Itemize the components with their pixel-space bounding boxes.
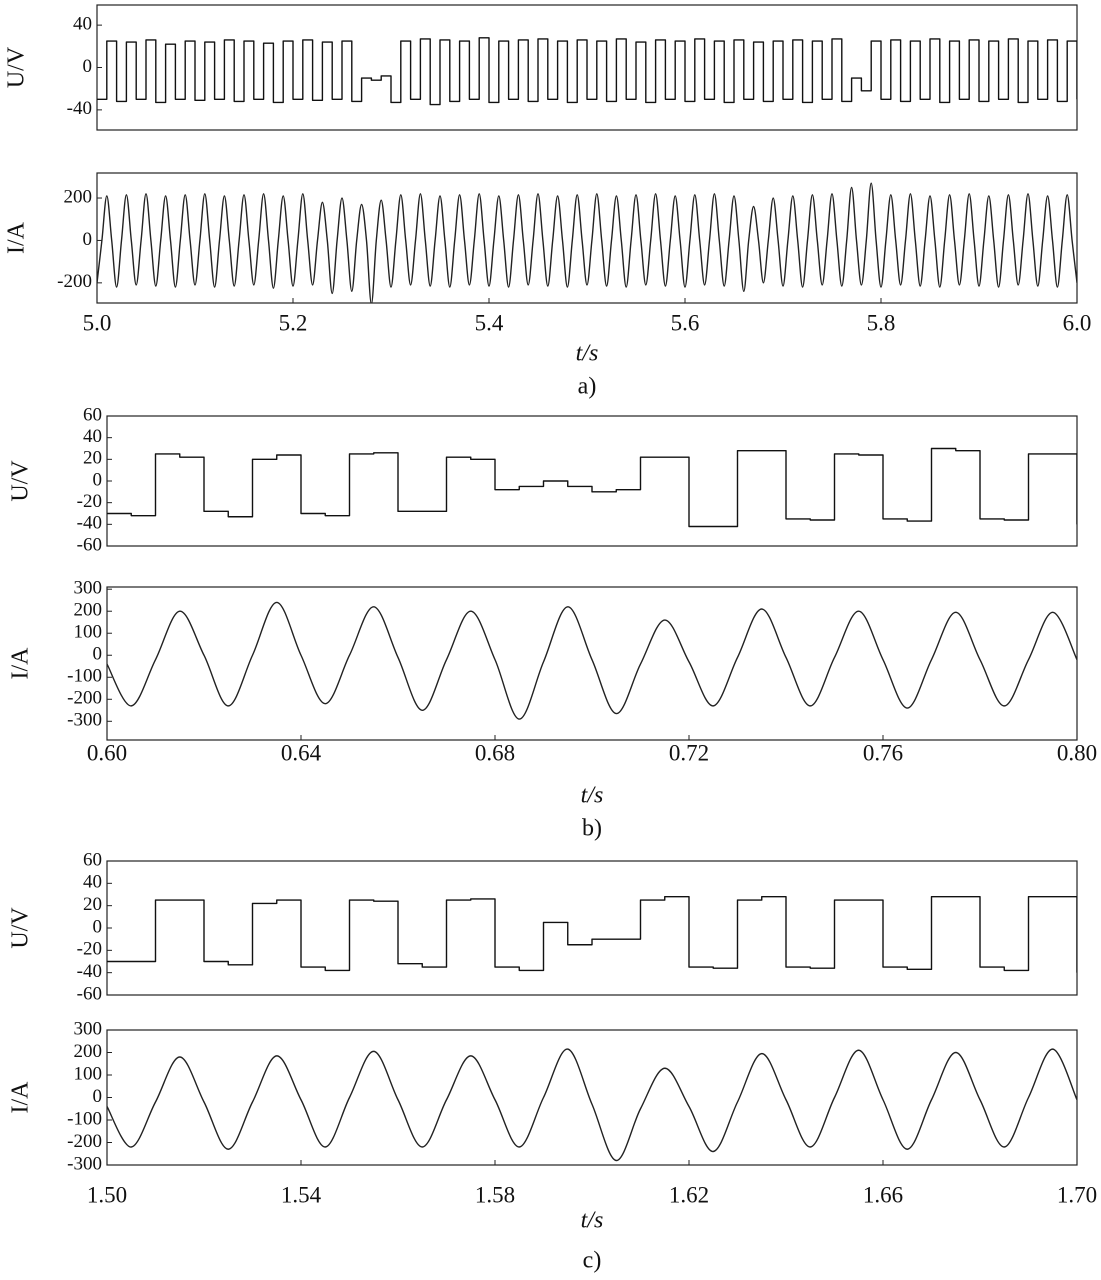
- y-axis-label: I/A: [8, 647, 34, 680]
- x-tick-label: 0.64: [281, 740, 322, 765]
- y-tick-label: -60: [77, 534, 102, 555]
- x-tick-label: 1.58: [475, 1182, 515, 1207]
- x-tick-label: 0.76: [863, 740, 903, 765]
- y-tick-label: -40: [77, 513, 102, 534]
- y-tick-label: -200: [67, 1131, 102, 1152]
- y-tick-label: 0: [93, 1086, 103, 1107]
- y-tick-label: 0: [83, 229, 93, 250]
- x-tick-label: 1.50: [87, 1182, 127, 1207]
- plot-frame: [106, 1029, 1078, 1166]
- y-tick-label: -200: [67, 688, 102, 709]
- x-tick-label: 1.62: [669, 1182, 709, 1207]
- x-tick-label: 1.70: [1057, 1182, 1097, 1207]
- plot-frame: [106, 586, 1078, 741]
- y-tick-label: 0: [93, 644, 103, 665]
- y-tick-label: 60: [83, 404, 102, 425]
- x-axis-label: t/s: [581, 783, 604, 809]
- x-tick-label: 0.60: [87, 740, 127, 765]
- y-tick-label: 20: [83, 448, 102, 469]
- x-axis-label: t/s: [581, 1208, 604, 1234]
- y-tick-label: -100: [67, 666, 102, 687]
- x-tick-label: 0.68: [475, 740, 515, 765]
- y-tick-label: 20: [83, 894, 102, 915]
- y-axis-label: U/V: [8, 460, 34, 502]
- y-axis-label: U/V: [8, 907, 34, 949]
- y-axis-label: I/A: [8, 1081, 34, 1114]
- signal-line: [97, 182, 1077, 303]
- signal-line: [97, 37, 1077, 106]
- y-tick-label: 40: [83, 426, 102, 447]
- y-tick-label: 200: [74, 1041, 103, 1062]
- y-tick-label: 0: [93, 469, 103, 490]
- y-axis-label: I/A: [4, 221, 30, 254]
- x-tick-label: 5.6: [671, 310, 700, 335]
- y-tick-label: -40: [77, 961, 102, 982]
- x-tick-label: 5.2: [279, 310, 308, 335]
- x-tick-label: 0.80: [1057, 740, 1097, 765]
- signal-line: [107, 1048, 1077, 1162]
- y-tick-label: 200: [74, 600, 103, 621]
- x-tick-label: 5.4: [475, 310, 504, 335]
- y-tick-label: -100: [67, 1108, 102, 1129]
- y-tick-label: 60: [83, 849, 102, 870]
- x-tick-label: 6.0: [1063, 310, 1092, 335]
- y-tick-label: -60: [77, 983, 102, 1004]
- caption: c): [583, 1248, 602, 1274]
- y-tick-label: -300: [67, 1153, 102, 1174]
- x-tick-label: 0.72: [669, 740, 709, 765]
- y-tick-label: 100: [74, 622, 103, 643]
- x-tick-label: 5.0: [83, 310, 112, 335]
- x-axis-label: t/s: [576, 341, 599, 367]
- y-tick-label: -20: [77, 939, 102, 960]
- caption: b): [582, 816, 602, 842]
- plot-frame: [96, 172, 1078, 304]
- y-tick-label: 0: [83, 56, 93, 77]
- y-tick-label: 200: [64, 186, 93, 207]
- x-tick-label: 1.66: [863, 1182, 903, 1207]
- y-tick-label: -200: [57, 271, 92, 292]
- x-tick-label: 1.54: [281, 1182, 322, 1207]
- caption: a): [578, 374, 597, 400]
- y-tick-label: -40: [67, 98, 92, 119]
- y-tick-label: 300: [74, 578, 103, 599]
- y-tick-label: 100: [74, 1063, 103, 1084]
- signal-line: [107, 601, 1077, 720]
- y-tick-label: 40: [73, 13, 92, 34]
- y-axis-label: U/V: [4, 46, 30, 88]
- y-tick-label: 300: [74, 1018, 103, 1039]
- y-tick-label: -300: [67, 710, 102, 731]
- y-tick-label: 0: [93, 916, 103, 937]
- signal-line: [107, 896, 1077, 973]
- y-tick-label: -20: [77, 491, 102, 512]
- signal-line: [107, 447, 1077, 528]
- y-tick-label: 40: [83, 872, 102, 893]
- x-tick-label: 5.8: [867, 310, 896, 335]
